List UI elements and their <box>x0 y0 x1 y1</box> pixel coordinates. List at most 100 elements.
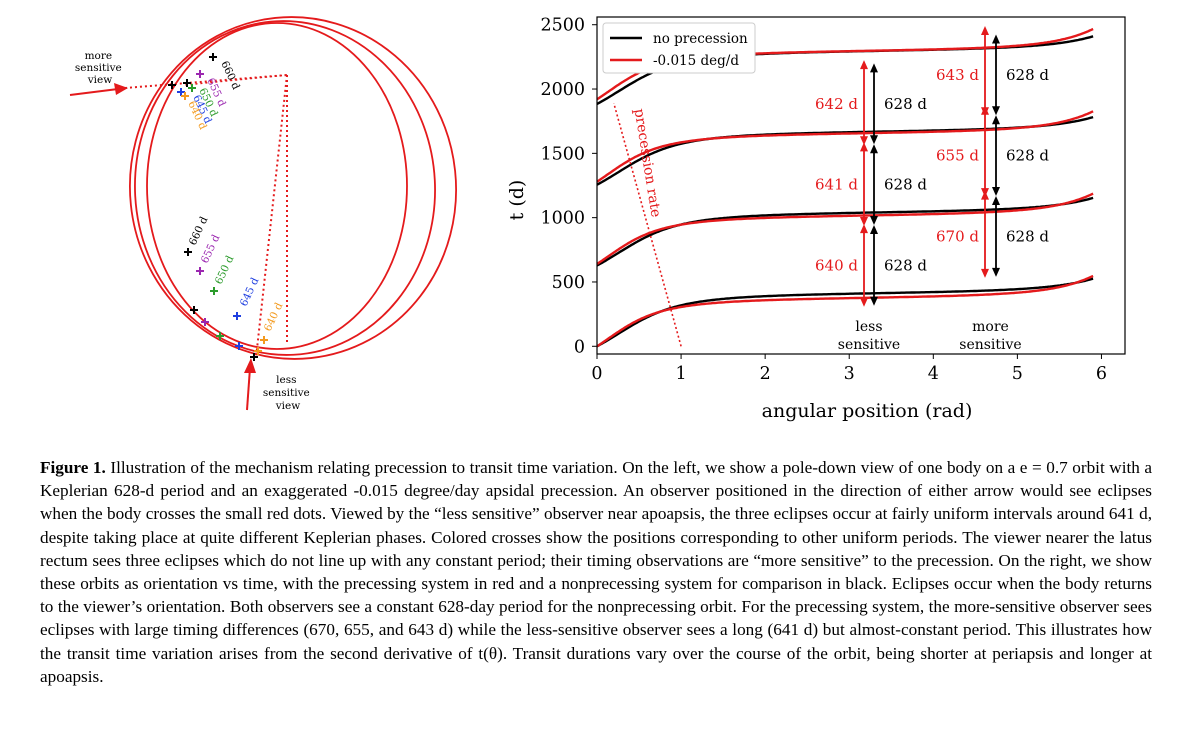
cross-black <box>168 81 176 89</box>
more-sensitive-view-label: more sensitive view <box>75 50 125 86</box>
orbit-diagram: more sensitive view less sensitive view … <box>69 16 457 412</box>
upper-crosses <box>168 53 217 100</box>
more-sensitive-red-interval-label: 670 d <box>936 227 979 245</box>
less-sensitive-black-arrow-head <box>870 224 878 234</box>
orbit-ellipse-3 <box>146 22 408 350</box>
more-sensitive-black-interval-label: 628 d <box>1006 227 1049 245</box>
label-645-lower: 645 d <box>238 276 262 309</box>
more-sensitive-red-arrow-head <box>981 268 989 278</box>
caption-label: Figure 1. <box>40 458 106 477</box>
less-sensitive-black-arrow-head <box>870 215 878 225</box>
less-sensitive-black-arrow-head <box>870 63 878 73</box>
y-tick-label: 1000 <box>540 209 585 229</box>
cross-orange <box>254 347 262 355</box>
x-tick-label: 2 <box>760 364 771 384</box>
more-sensitive-black-arrow-head <box>992 196 1000 206</box>
x-tick-label: 6 <box>1096 364 1107 384</box>
less-sensitive-black-interval-label: 628 d <box>884 256 927 274</box>
less-sensitive-black-interval-label: 628 d <box>884 95 927 113</box>
more-sensitive-red-interval-label: 643 d <box>936 66 979 84</box>
cross-purple <box>201 318 209 326</box>
x-tick-label: 0 <box>591 364 602 384</box>
chart-axes: 0 1 2 3 4 5 6 0 500 1000 1500 2000 2500 <box>540 16 1107 384</box>
more-sensitive-red-arrow-head <box>981 26 989 36</box>
cross-orange <box>181 92 189 100</box>
series-line-precession <box>596 110 1094 183</box>
cross-green <box>188 84 196 92</box>
series-line-precession <box>596 274 1094 348</box>
cross-black <box>183 79 191 87</box>
cross-blue <box>233 312 241 320</box>
sightline-upper-diagonal <box>184 74 288 86</box>
cross-black <box>209 53 217 61</box>
less-sensitive-red-arrow-head <box>860 136 868 146</box>
less-sensitive-red-arrow-head <box>860 297 868 307</box>
y-axis-label: t (d) <box>506 180 528 221</box>
cross-black <box>190 306 198 314</box>
legend: no precession -0.015 deg/d <box>602 22 756 74</box>
more-sensitive-black-arrow-head <box>992 106 1000 116</box>
more-sensitive-black-arrow-head <box>992 187 1000 197</box>
sightline-more-sensitive <box>124 74 288 89</box>
y-tick-label: 0 <box>574 337 585 357</box>
upper-period-labels: 660 d 655 d 650 d 645 d 640 d <box>185 59 242 132</box>
orbit-ellipse-1 <box>129 16 457 360</box>
series-line-no-precession <box>596 277 1094 348</box>
less-sensitive-label-line2: sensitive <box>838 337 900 353</box>
y-tick-label: 2000 <box>540 80 585 100</box>
x-tick-label: 4 <box>928 364 939 384</box>
less-sensitive-black-arrow-head <box>870 296 878 306</box>
less-sensitive-black-arrow-head <box>870 144 878 154</box>
less-sensitive-label-line1: less <box>855 319 882 335</box>
legend-label-precession: -0.015 deg/d <box>653 53 739 69</box>
cross-purple <box>196 267 204 275</box>
more-sensitive-red-arrow-head <box>981 188 989 198</box>
x-axis-label: angular position (rad) <box>762 400 973 422</box>
legend-label-no-precession: no precession <box>653 31 748 47</box>
less-sensitive-red-interval-label: 642 d <box>815 95 858 113</box>
label-655-lower: 655 d <box>199 233 223 266</box>
y-tick-label: 1500 <box>540 144 585 164</box>
more-sensitive-black-interval-label: 628 d <box>1006 66 1049 84</box>
cross-blue <box>177 88 185 96</box>
plot-frame <box>596 16 1126 355</box>
figure-panels: more sensitive view less sensitive view … <box>69 16 1126 422</box>
figure-caption: Figure 1. Illustration of the mechanism … <box>40 456 1152 688</box>
arrow-more-sensitive <box>69 83 128 96</box>
more-sensitive-label-line2: sensitive <box>959 337 1021 353</box>
less-sensitive-black-interval-label: 628 d <box>884 176 927 194</box>
more-sensitive-black-arrow-head <box>992 115 1000 125</box>
x-tick-label: 3 <box>844 364 855 384</box>
caption-text: Illustration of the mechanism relating p… <box>40 458 1153 686</box>
y-tick-label: 500 <box>552 273 585 293</box>
more-sensitive-red-arrow-head <box>981 107 989 117</box>
more-sensitive-black-arrow-head <box>992 267 1000 277</box>
cross-black <box>184 248 192 256</box>
cross-black <box>250 353 258 361</box>
more-sensitive-black-arrow-head <box>992 34 1000 44</box>
less-sensitive-view-label: less sensitive view <box>263 374 313 412</box>
cross-blue <box>235 342 243 350</box>
less-sensitive-red-interval-label: 640 d <box>815 256 858 274</box>
x-tick-label: 5 <box>1012 364 1023 384</box>
less-sensitive-red-interval-label: 641 d <box>815 176 858 194</box>
less-sensitive-red-arrow-head <box>860 60 868 70</box>
label-660-upper: 660 d <box>218 59 242 92</box>
cross-green <box>210 287 218 295</box>
more-sensitive-red-interval-label: 655 d <box>936 147 979 165</box>
y-tick-label: 2500 <box>540 16 585 36</box>
label-640-lower: 640 d <box>262 301 286 334</box>
label-650-lower: 650 d <box>213 254 237 287</box>
lower-crosses <box>184 248 268 361</box>
cross-purple <box>196 70 204 78</box>
series-line-precession <box>596 192 1094 266</box>
arrow-less-sensitive <box>244 358 256 411</box>
less-sensitive-red-arrow-head <box>860 142 868 152</box>
less-sensitive-black-arrow-head <box>870 135 878 145</box>
less-sensitive-red-arrow-head <box>860 224 868 234</box>
x-tick-label: 1 <box>676 364 687 384</box>
more-sensitive-black-interval-label: 628 d <box>1006 147 1049 165</box>
orbit-ellipse-2 <box>134 20 436 356</box>
